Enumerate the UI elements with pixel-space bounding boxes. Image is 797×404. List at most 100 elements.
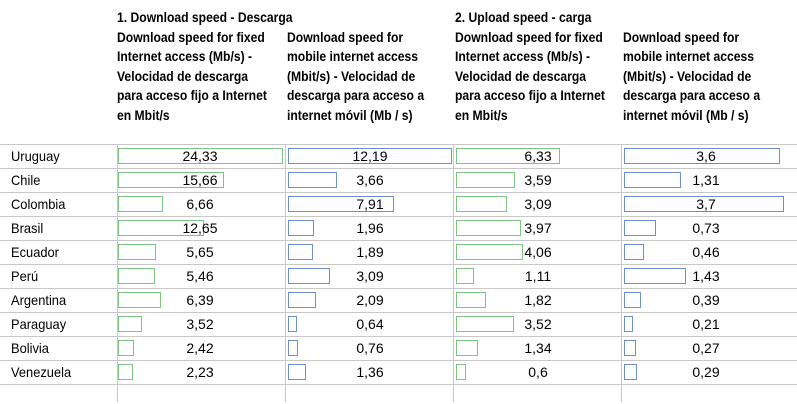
- data-bar: [118, 148, 283, 164]
- data-bar: [288, 340, 299, 356]
- data-bar: [288, 196, 395, 212]
- value-label: 4,06: [524, 244, 552, 260]
- value-label: 0,76: [356, 340, 384, 356]
- value-label: 1,82: [524, 292, 552, 308]
- value-label: 3,97: [524, 220, 552, 236]
- value-label: 0,6: [528, 364, 548, 380]
- column-header-line: (Mbit/s) - Velocidad de: [287, 68, 416, 84]
- column-header-line: mobile internet access: [287, 49, 419, 64]
- data-bar: [118, 172, 225, 188]
- data-bar: [624, 268, 686, 284]
- value-label: 12,65: [182, 220, 218, 236]
- value-label: 3,52: [524, 316, 552, 332]
- data-bar: [288, 364, 307, 380]
- value-label: 2,09: [356, 292, 384, 308]
- value-label: 1,34: [524, 340, 552, 356]
- data-bar: [456, 172, 515, 188]
- country-label: Argentina: [11, 292, 67, 308]
- value-label: 3,09: [524, 196, 552, 212]
- value-label: 0,46: [692, 244, 720, 260]
- value-label: 1,31: [692, 172, 720, 188]
- group-title: 1. Download speed - Descarga: [117, 10, 293, 25]
- column-header-line: en Mbit/s: [117, 107, 170, 123]
- country-label: Colombia: [11, 196, 66, 212]
- column-header-line: mobile internet access: [623, 49, 755, 64]
- data-bar: [624, 364, 637, 380]
- value-label: 5,65: [186, 244, 214, 260]
- value-label: 3,6: [696, 148, 716, 164]
- value-label: 6,39: [186, 292, 214, 308]
- row-gridline: [0, 240, 797, 241]
- data-bar: [624, 148, 780, 164]
- country-label: Chile: [11, 172, 41, 188]
- data-bar: [624, 244, 644, 260]
- value-label: 6,66: [186, 196, 214, 212]
- value-label: 1,96: [356, 220, 384, 236]
- data-bar: [288, 148, 452, 164]
- data-bar: [456, 244, 523, 260]
- column-header-line: para acceso fijo a Internet: [117, 88, 267, 103]
- data-bar: [456, 148, 560, 164]
- value-label: 1,36: [356, 364, 384, 380]
- column-header-line: Internet access (Mb/s) -: [117, 49, 253, 64]
- data-bar: [456, 196, 507, 212]
- data-bar: [118, 364, 134, 380]
- data-bar: [288, 268, 330, 284]
- value-label: 12,19: [352, 148, 388, 164]
- data-bar: [456, 340, 479, 356]
- column-header-line: Internet access (Mb/s) -: [455, 49, 591, 64]
- country-label: Brasil: [11, 220, 44, 236]
- data-bar: [288, 172, 338, 188]
- data-bar: [118, 244, 157, 260]
- data-bar: [118, 268, 156, 284]
- row-gridline: [0, 144, 797, 145]
- data-bar: [288, 316, 297, 332]
- value-label: 3,52: [186, 316, 214, 332]
- row-gridline: [0, 360, 797, 361]
- data-bar: [118, 316, 142, 332]
- data-bar: [624, 340, 636, 356]
- row-gridline: [0, 216, 797, 217]
- column-header-line: Velocidad de descarga: [455, 68, 587, 84]
- data-bar: [288, 244, 314, 260]
- value-label: 3,7: [696, 196, 716, 212]
- value-label: 0,27: [692, 340, 720, 356]
- data-bar: [118, 220, 204, 236]
- data-bar: [624, 292, 641, 308]
- row-gridline: [0, 336, 797, 337]
- country-label: Paraguay: [11, 316, 67, 332]
- value-label: 1,11: [524, 268, 552, 284]
- row-gridline: [0, 192, 797, 193]
- data-bar: [456, 268, 475, 284]
- value-label: 3,59: [524, 172, 552, 188]
- value-label: 0,39: [692, 292, 720, 308]
- value-label: 2,23: [186, 364, 214, 380]
- column-header-line: Download speed for: [623, 29, 740, 45]
- country-label: Ecuador: [11, 244, 59, 260]
- country-label: Bolivia: [11, 340, 49, 356]
- data-bar: [118, 292, 162, 308]
- value-label: 0,29: [692, 364, 720, 380]
- data-bar: [456, 364, 466, 380]
- country-label: Uruguay: [11, 148, 60, 164]
- country-label: Venezuela: [11, 364, 72, 380]
- data-bar: [624, 172, 681, 188]
- value-label: 1,89: [356, 244, 384, 260]
- column-gridline: [117, 144, 118, 402]
- row-gridline: [0, 312, 797, 313]
- data-bar: [456, 220, 522, 236]
- data-bar: [456, 292, 486, 308]
- row-gridline: [0, 168, 797, 169]
- column-header-line: Velocidad de descarga: [117, 68, 249, 84]
- value-label: 7,91: [356, 196, 384, 212]
- column-header-line: (Mbit/s) - Velocidad de: [623, 68, 752, 84]
- data-bar: [118, 196, 164, 212]
- data-bar: [624, 316, 634, 332]
- value-label: 24,33: [182, 148, 218, 164]
- column-header-line: Download speed for fixed: [117, 29, 265, 45]
- value-label: 0,21: [692, 316, 720, 332]
- data-bar: [288, 292, 317, 308]
- value-label: 6,33: [524, 148, 552, 164]
- row-gridline: [0, 264, 797, 265]
- value-label: 15,66: [182, 172, 218, 188]
